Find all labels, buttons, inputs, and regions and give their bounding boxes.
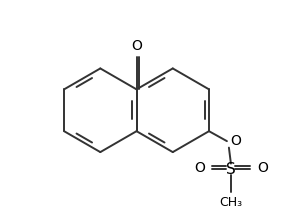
Text: S: S <box>226 162 236 177</box>
Text: CH₃: CH₃ <box>219 196 243 209</box>
Text: O: O <box>257 160 268 174</box>
Text: O: O <box>131 39 142 53</box>
Text: O: O <box>194 160 205 174</box>
Text: O: O <box>230 134 241 148</box>
